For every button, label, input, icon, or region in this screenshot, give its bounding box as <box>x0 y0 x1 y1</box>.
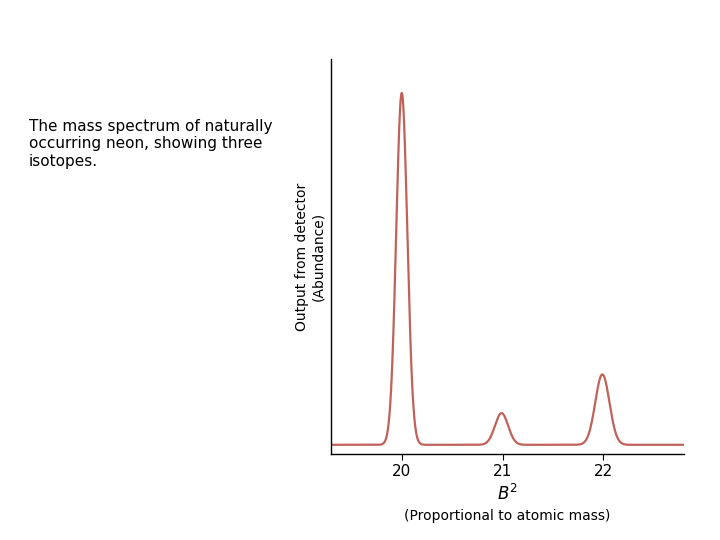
Text: $B^2$: $B^2$ <box>497 484 518 504</box>
Y-axis label: Output from detector
(Abundance): Output from detector (Abundance) <box>295 183 325 330</box>
Text: (Proportional to atomic mass): (Proportional to atomic mass) <box>405 509 611 523</box>
Text: The mass spectrum of naturally
occurring neon, showing three
isotopes.: The mass spectrum of naturally occurring… <box>29 119 272 168</box>
